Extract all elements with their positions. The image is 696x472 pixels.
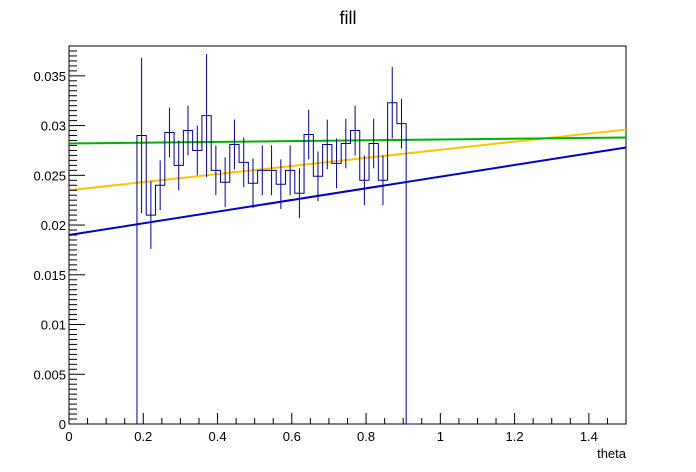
chart-title: fill [340, 8, 357, 28]
x-tick-label: 1.4 [580, 429, 598, 444]
y-tick-label: 0.035 [33, 69, 66, 84]
y-tick-label: 0.015 [33, 268, 66, 283]
fit-line-1 [68, 146, 627, 236]
y-tick-label: 0.03 [41, 119, 66, 134]
fit-line-2 [68, 128, 627, 192]
x-tick-label: 0.6 [283, 429, 301, 444]
x-tick-label: 0.2 [134, 429, 152, 444]
fit-line-3 [68, 136, 627, 145]
x-tick-label: 1.2 [506, 429, 524, 444]
x-tick-label: 0 [65, 429, 72, 444]
y-tick-label: 0.02 [41, 218, 66, 233]
y-tick-label: 0.025 [33, 168, 66, 183]
x-axis-label: theta [597, 446, 627, 461]
x-axis: 0 0.2 0.4 0.6 0.8 1 1.2 1.4 [65, 413, 627, 444]
y-tick-label: 0 [59, 417, 66, 432]
x-tick-label: 1 [437, 429, 444, 444]
y-tick-label: 0.01 [41, 318, 66, 333]
plot-frame [68, 45, 627, 425]
plot-area [68, 45, 627, 425]
histogram-outline [136, 102, 416, 425]
y-tick-label: 0.005 [33, 367, 66, 382]
x-tick-label: 0.4 [208, 429, 226, 444]
x-tick-label: 0.8 [357, 429, 375, 444]
y-axis: 0 0.005 0.01 0.015 0.02 0.025 0.03 0.035 [33, 45, 85, 432]
